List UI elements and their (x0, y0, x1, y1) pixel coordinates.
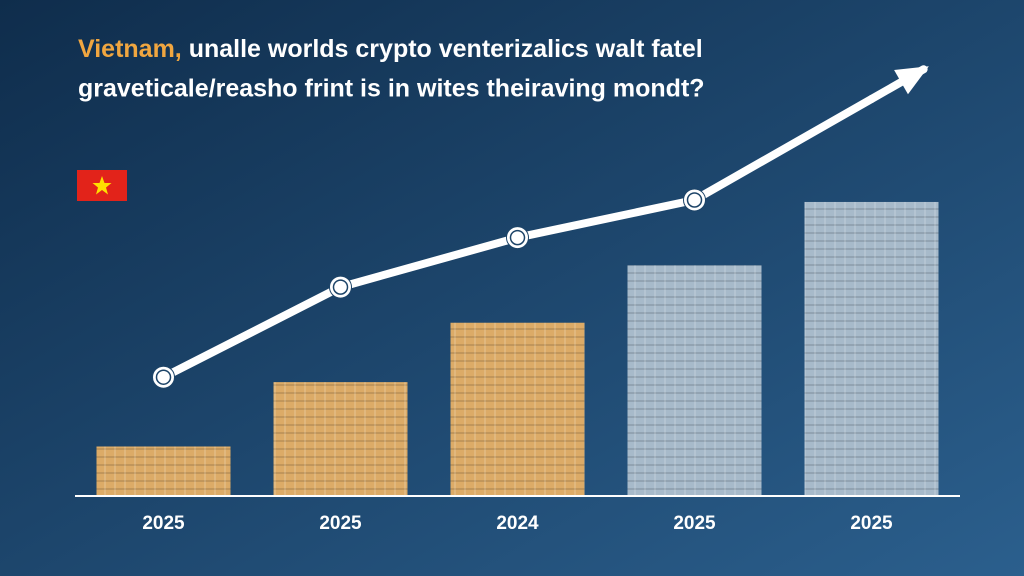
flag (77, 170, 127, 201)
bar-texture (273, 382, 408, 495)
bar-texture (627, 265, 762, 495)
bar-texture (450, 322, 585, 495)
bar-texture (804, 201, 939, 495)
trend-marker (152, 365, 175, 389)
x-tick-label: 2025 (142, 513, 185, 534)
trend-marker-ring (509, 229, 526, 246)
trend-marker (683, 188, 706, 212)
trend-marker-ring (155, 369, 172, 385)
trend-marker (329, 275, 352, 299)
x-tick-label: 2025 (319, 513, 362, 534)
trend-arrow-head (894, 66, 929, 95)
trend-marker-ring (332, 279, 349, 295)
bar-texture (96, 446, 231, 495)
chart-title: graveticale/reasho frint is in wites the… (78, 75, 705, 103)
x-tick-label: 2025 (673, 513, 716, 534)
trend-marker (506, 226, 529, 250)
x-tick-label: 2025 (850, 513, 893, 534)
chart-title: Vietnam, unalle worlds crypto venterizal… (78, 35, 703, 63)
x-tick-label: 2024 (496, 513, 539, 534)
trend-marker-ring (686, 192, 703, 208)
